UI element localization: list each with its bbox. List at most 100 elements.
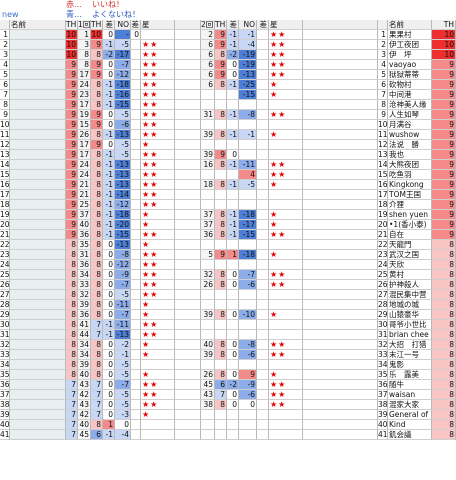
cell-t1: 9 [91,70,103,80]
cell-d4 [257,180,269,190]
cell-sp2 [303,420,378,430]
cell-rt: 9 [432,80,456,90]
header-t2: TH [215,20,227,30]
cell-t2: 8 [215,340,227,350]
cell-sp [175,80,201,90]
cell-d4 [257,90,269,100]
cell-s2 [269,360,303,370]
cell-no: -15 [115,230,131,240]
cell-sp [175,240,201,250]
cell-d2 [131,170,141,180]
cell-s1 [141,360,175,370]
cell-t2 [215,410,227,420]
cell-rt: 9 [432,110,456,120]
cell-r2 [201,420,215,430]
cell-d4 [257,420,269,430]
cell-rnum: 4 [378,60,388,70]
cell-t1: 9 [91,60,103,70]
cell-t2: 8 [215,310,227,320]
cell-sp [175,200,201,210]
cell-d2 [131,390,141,400]
cell-rt: 9 [432,60,456,70]
cell-d3: 0 [227,270,239,280]
name-cell-blurred [10,220,66,230]
cell-r2: 39 [201,310,215,320]
cell-no2: 0 [239,400,257,410]
cell-d1: 1 [103,420,115,430]
cell-s2: ★★ [269,60,303,70]
cell-r1: 41 [78,320,91,330]
cell-th: 8 [66,260,78,270]
cell-s2: ★★ [269,160,303,170]
cell-sp2 [303,340,378,350]
cell-rnum: 12 [378,140,388,150]
cell-d2 [131,360,141,370]
cell-no2 [239,150,257,160]
cell-d2 [131,400,141,410]
cell-no2: -8 [239,340,257,350]
cell-n: 14 [0,160,10,170]
cell-d4 [257,110,269,120]
cell-sp2 [303,430,378,440]
cell-d2 [131,410,141,420]
cell-d3 [227,430,239,440]
cell-d2 [131,210,141,220]
cell-d2 [131,250,141,260]
cell-t1: 8 [91,250,103,260]
cell-r1: 1 [78,30,91,40]
cell-n: 13 [0,150,10,160]
cell-rt: 8 [432,350,456,360]
cell-sp [175,270,201,280]
cell-d1: 0 [103,400,115,410]
cell-s2: ★★ [269,350,303,360]
cell-t1: 10 [91,30,103,40]
cell-r2 [201,430,215,440]
cell-rn: 狱狱蒂蒂 [388,70,432,80]
cell-n: 41 [0,430,10,440]
header-rnum [378,20,388,30]
cell-th: 8 [66,300,78,310]
cell-s1: ★★ [141,60,175,70]
cell-sp [175,390,201,400]
cell-sp [175,350,201,360]
cell-rn: 伊 坪 [388,50,432,60]
cell-rn: 天欣 [388,260,432,270]
cell-n: 40 [0,420,10,430]
name-cell-blurred [10,30,66,40]
cell-rnum: 10 [378,120,388,130]
cell-s1 [141,30,175,40]
name-cell-blurred [10,240,66,250]
cell-no: -2 [115,340,131,350]
cell-d2 [131,290,141,300]
cell-d1: -1 [103,170,115,180]
cell-rnum: 5 [378,70,388,80]
cell-n: 34 [0,360,10,370]
cell-r2: 37 [201,220,215,230]
cell-d3: 0 [227,340,239,350]
cell-rt: 8 [432,370,456,380]
cell-th: 8 [66,290,78,300]
cell-r1: 17 [78,150,91,160]
cell-r2: 39 [201,130,215,140]
cell-rn: 地城の城 [388,300,432,310]
cell-rn: 伊工夜团 [388,40,432,50]
cell-r1: 24 [78,160,91,170]
header-th: TH [66,20,78,30]
cell-n: 36 [0,380,10,390]
cell-s2: ★★ [269,340,303,350]
cell-s2 [269,420,303,430]
cell-d1: -1 [103,190,115,200]
cell-t2 [215,300,227,310]
cell-d3: 0 [227,150,239,160]
cell-sp [175,230,201,240]
cell-t1: 8 [91,270,103,280]
cell-no2: -13 [239,70,257,80]
cell-d3 [227,200,239,210]
cell-d1: -1 [103,180,115,190]
cell-s1: ★ [141,340,175,350]
cell-sp2 [303,390,378,400]
cell-d2 [131,90,141,100]
name-cell-blurred [10,340,66,350]
cell-th: 9 [66,60,78,70]
cell-t2: 7 [215,390,227,400]
